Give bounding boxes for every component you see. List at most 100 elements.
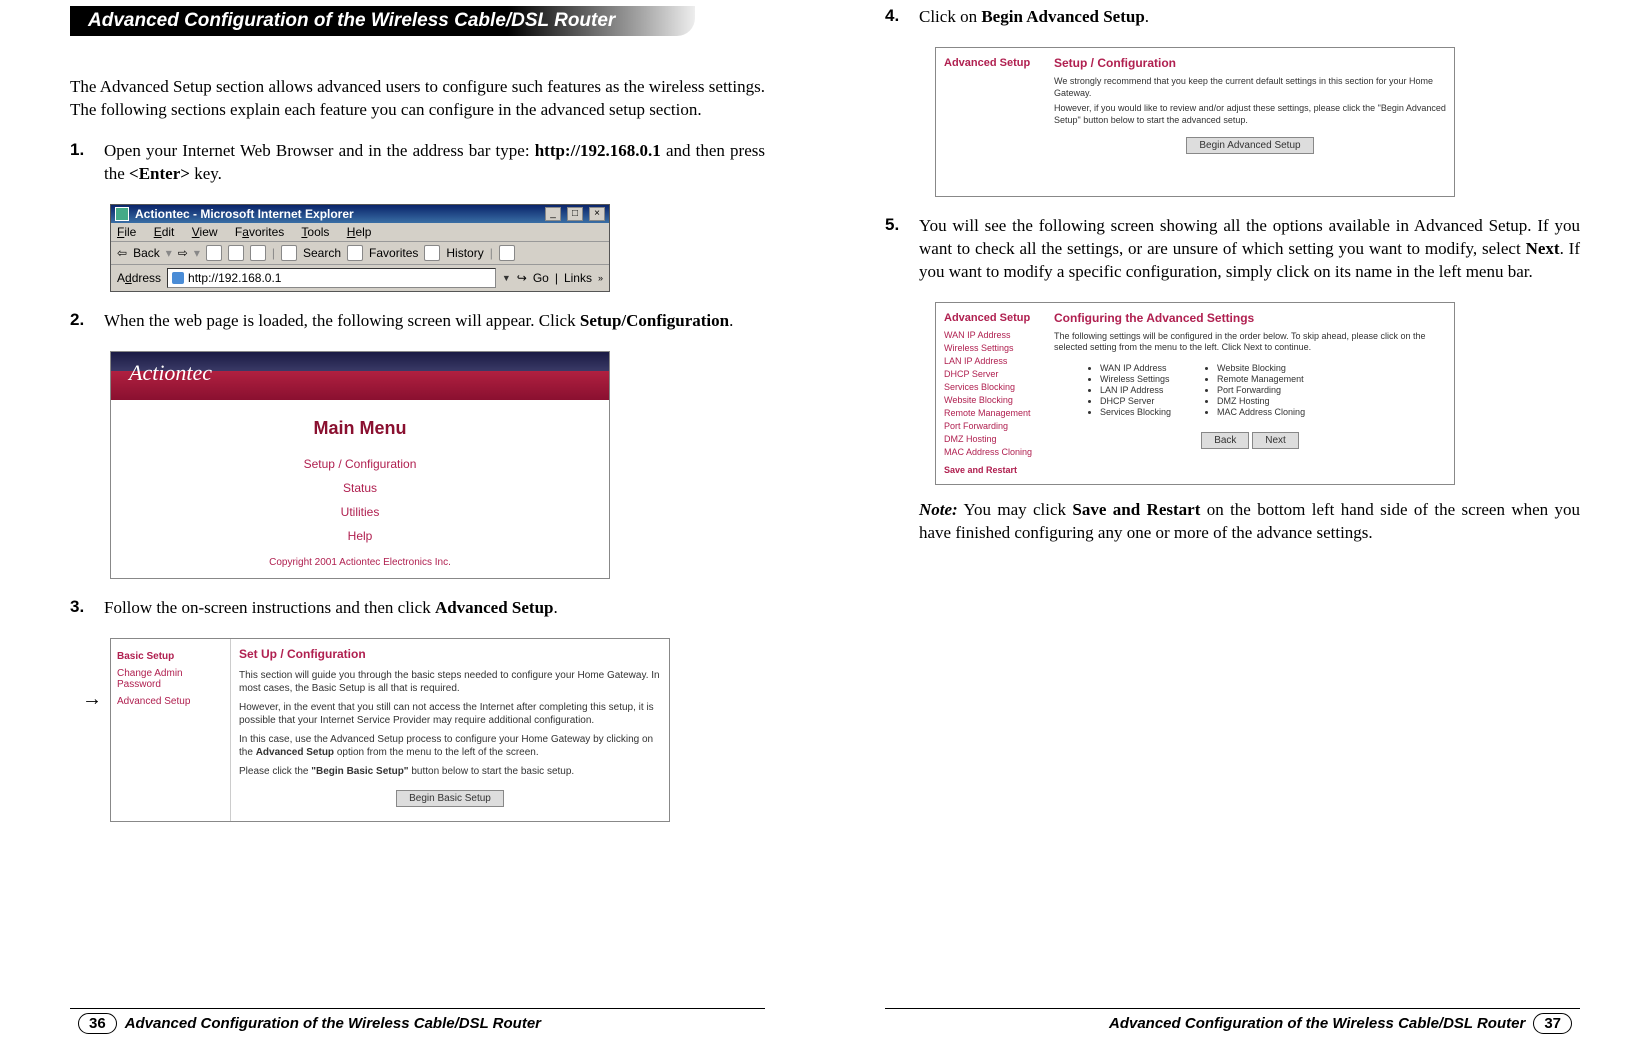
right-page: 4. Click on Begin Advanced Setup. Advanc… bbox=[825, 0, 1650, 1044]
step-1: 1. Open your Internet Web Browser and in… bbox=[70, 140, 765, 186]
advcfg-figure: Advanced Setup WAN IP Address Wireless S… bbox=[925, 302, 1580, 485]
address-value: http://192.168.0.1 bbox=[188, 271, 281, 285]
window-minimize-icon: _ bbox=[545, 207, 561, 221]
mainmenu-link-status: Status bbox=[111, 481, 609, 495]
step-5-body: You will see the following screen showin… bbox=[919, 215, 1580, 284]
browser-figure: Actiontec - Microsoft Internet Explorer … bbox=[110, 204, 765, 292]
cfg-main: Set Up / Configuration This section will… bbox=[231, 639, 669, 821]
advcfg-col2: Website Blocking Remote Management Port … bbox=[1201, 362, 1305, 418]
footer-left-title: Advanced Configuration of the Wireless C… bbox=[125, 1015, 541, 1032]
advcfg-side-webblock: Website Blocking bbox=[944, 395, 1038, 405]
ie-app-icon bbox=[115, 207, 129, 221]
advcfg-options-columns: WAN IP Address Wireless Settings LAN IP … bbox=[1084, 362, 1446, 418]
cfg-side-basic: Basic Setup bbox=[117, 651, 224, 662]
mainmenu-link-utilities: Utilities bbox=[111, 505, 609, 519]
links-label: Links bbox=[564, 271, 592, 285]
step-1-pre: Open your Internet Web Browser and in th… bbox=[104, 141, 535, 160]
step-4-post: . bbox=[1145, 7, 1149, 26]
menu-file: File bbox=[117, 225, 136, 239]
favorites-icon bbox=[347, 245, 363, 261]
note-lead: Note: bbox=[919, 500, 958, 519]
setup-config-figure: Basic Setup Change Admin Password Advanc… bbox=[110, 638, 765, 822]
page-number-36: 36 bbox=[78, 1013, 117, 1034]
step-3-post: . bbox=[554, 598, 558, 617]
advcfg-side-heading: Advanced Setup bbox=[944, 312, 1038, 324]
cfg-p3: In this case, use the Advanced Setup pro… bbox=[239, 733, 661, 759]
advcfg-side-portfwd: Port Forwarding bbox=[944, 421, 1038, 431]
browser-titlebar: Actiontec - Microsoft Internet Explorer … bbox=[111, 205, 609, 223]
search-icon bbox=[281, 245, 297, 261]
step-1-body: Open your Internet Web Browser and in th… bbox=[104, 140, 765, 186]
step-5: 5. You will see the following screen sho… bbox=[885, 215, 1580, 284]
ie-page-icon bbox=[172, 272, 184, 284]
step-4-bold: Begin Advanced Setup bbox=[981, 7, 1144, 26]
browser-title: Actiontec - Microsoft Internet Explorer bbox=[135, 207, 539, 221]
menu-view: View bbox=[192, 225, 218, 239]
advcfg-main: Configuring the Advanced Settings The fo… bbox=[1046, 303, 1454, 484]
advcfg-p1: The following settings will be configure… bbox=[1054, 331, 1446, 354]
step-5-bold1: Next bbox=[1526, 239, 1560, 258]
footer-right: Advanced Configuration of the Wireless C… bbox=[885, 1008, 1580, 1034]
footer-right-title: Advanced Configuration of the Wireless C… bbox=[1109, 1015, 1525, 1032]
go-label: Go bbox=[533, 271, 549, 285]
mainmenu-figure: Actiontec Main Menu Setup / Configuratio… bbox=[110, 351, 765, 579]
step-4-number: 4. bbox=[885, 6, 919, 29]
step-4-body: Click on Begin Advanced Setup. bbox=[919, 6, 1580, 29]
step-5-pre: You will see the following screen showin… bbox=[919, 216, 1580, 258]
advsetup-p1: We strongly recommend that you keep the … bbox=[1054, 76, 1446, 99]
advcfg-col1: WAN IP Address Wireless Settings LAN IP … bbox=[1084, 362, 1171, 418]
advsetup-p2: However, if you would like to review and… bbox=[1054, 103, 1446, 126]
cfg-side-advanced: Advanced Setup bbox=[117, 696, 224, 707]
browser-addressbar: Address http://192.168.0.1 ▼ ↪ Go | Link… bbox=[111, 265, 609, 291]
advcfg-side-mac: MAC Address Cloning bbox=[944, 447, 1038, 457]
step-4-pre: Click on bbox=[919, 7, 981, 26]
page-number-37: 37 bbox=[1533, 1013, 1572, 1034]
cfg-p4: Please click the "Begin Basic Setup" but… bbox=[239, 765, 661, 778]
advcfg-side-wireless: Wireless Settings bbox=[944, 343, 1038, 353]
cfg-p2: However, in the event that you still can… bbox=[239, 701, 661, 727]
step-1-post: key. bbox=[190, 164, 222, 183]
mainmenu-link-help: Help bbox=[111, 529, 609, 543]
advcfg-heading: Configuring the Advanced Settings bbox=[1054, 311, 1446, 325]
go-icon: ↪ bbox=[517, 271, 527, 285]
step-3: 3. Follow the on-screen instructions and… bbox=[70, 597, 765, 620]
advcfg-side-lan: LAN IP Address bbox=[944, 356, 1038, 366]
history-label: History bbox=[446, 246, 483, 260]
note-paragraph: Note: You may click Save and Restart on … bbox=[919, 499, 1580, 545]
section-header-tab: Advanced Configuration of the Wireless C… bbox=[70, 6, 695, 36]
intro-paragraph: The Advanced Setup section allows advanc… bbox=[70, 76, 765, 122]
advsetup-heading: Setup / Configuration bbox=[1054, 56, 1446, 70]
mainmenu-copyright: Copyright 2001 Actiontec Electronics Inc… bbox=[111, 557, 609, 568]
address-dropdown-icon: ▼ bbox=[502, 273, 511, 283]
advcfg-side-svcblock: Services Blocking bbox=[944, 382, 1038, 392]
menu-help: Help bbox=[347, 225, 372, 239]
search-label: Search bbox=[303, 246, 341, 260]
cfg-p1: This section will guide you through the … bbox=[239, 669, 661, 695]
advcfg-side-remote: Remote Management bbox=[944, 408, 1038, 418]
step-1-url: http://192.168.0.1 bbox=[535, 141, 661, 160]
advcfg-back-button: Back bbox=[1201, 432, 1249, 449]
step-1-number: 1. bbox=[70, 140, 104, 186]
address-label: Address bbox=[117, 271, 161, 285]
menu-tools: Tools bbox=[301, 225, 329, 239]
browser-menubar: File Edit View Favorites Tools Help bbox=[111, 223, 609, 242]
note-pre: You may click bbox=[958, 500, 1073, 519]
cfg-sidebar: Basic Setup Change Admin Password Advanc… bbox=[111, 639, 231, 821]
mainmenu-title: Main Menu bbox=[111, 418, 609, 439]
advcfg-side-wan: WAN IP Address bbox=[944, 330, 1038, 340]
window-close-icon: × bbox=[589, 207, 605, 221]
mail-icon bbox=[499, 245, 515, 261]
step-3-body: Follow the on-screen instructions and th… bbox=[104, 597, 765, 620]
back-button-label: Back bbox=[133, 246, 160, 260]
begin-basic-setup-button: Begin Basic Setup bbox=[396, 790, 504, 807]
step-2-bold: Setup/Configuration bbox=[580, 311, 729, 330]
forward-arrow-icon: ⇨ bbox=[178, 246, 188, 260]
step-5-number: 5. bbox=[885, 215, 919, 284]
step-2-pre: When the web page is loaded, the followi… bbox=[104, 311, 580, 330]
step-2: 2. When the web page is loaded, the foll… bbox=[70, 310, 765, 333]
note-bold: Save and Restart bbox=[1072, 500, 1200, 519]
advcfg-side-dhcp: DHCP Server bbox=[944, 369, 1038, 379]
mainmenu-link-setup: Setup / Configuration bbox=[111, 457, 609, 471]
actiontec-logo: Actiontec bbox=[129, 360, 212, 386]
advcfg-side-save-restart: Save and Restart bbox=[944, 465, 1038, 475]
